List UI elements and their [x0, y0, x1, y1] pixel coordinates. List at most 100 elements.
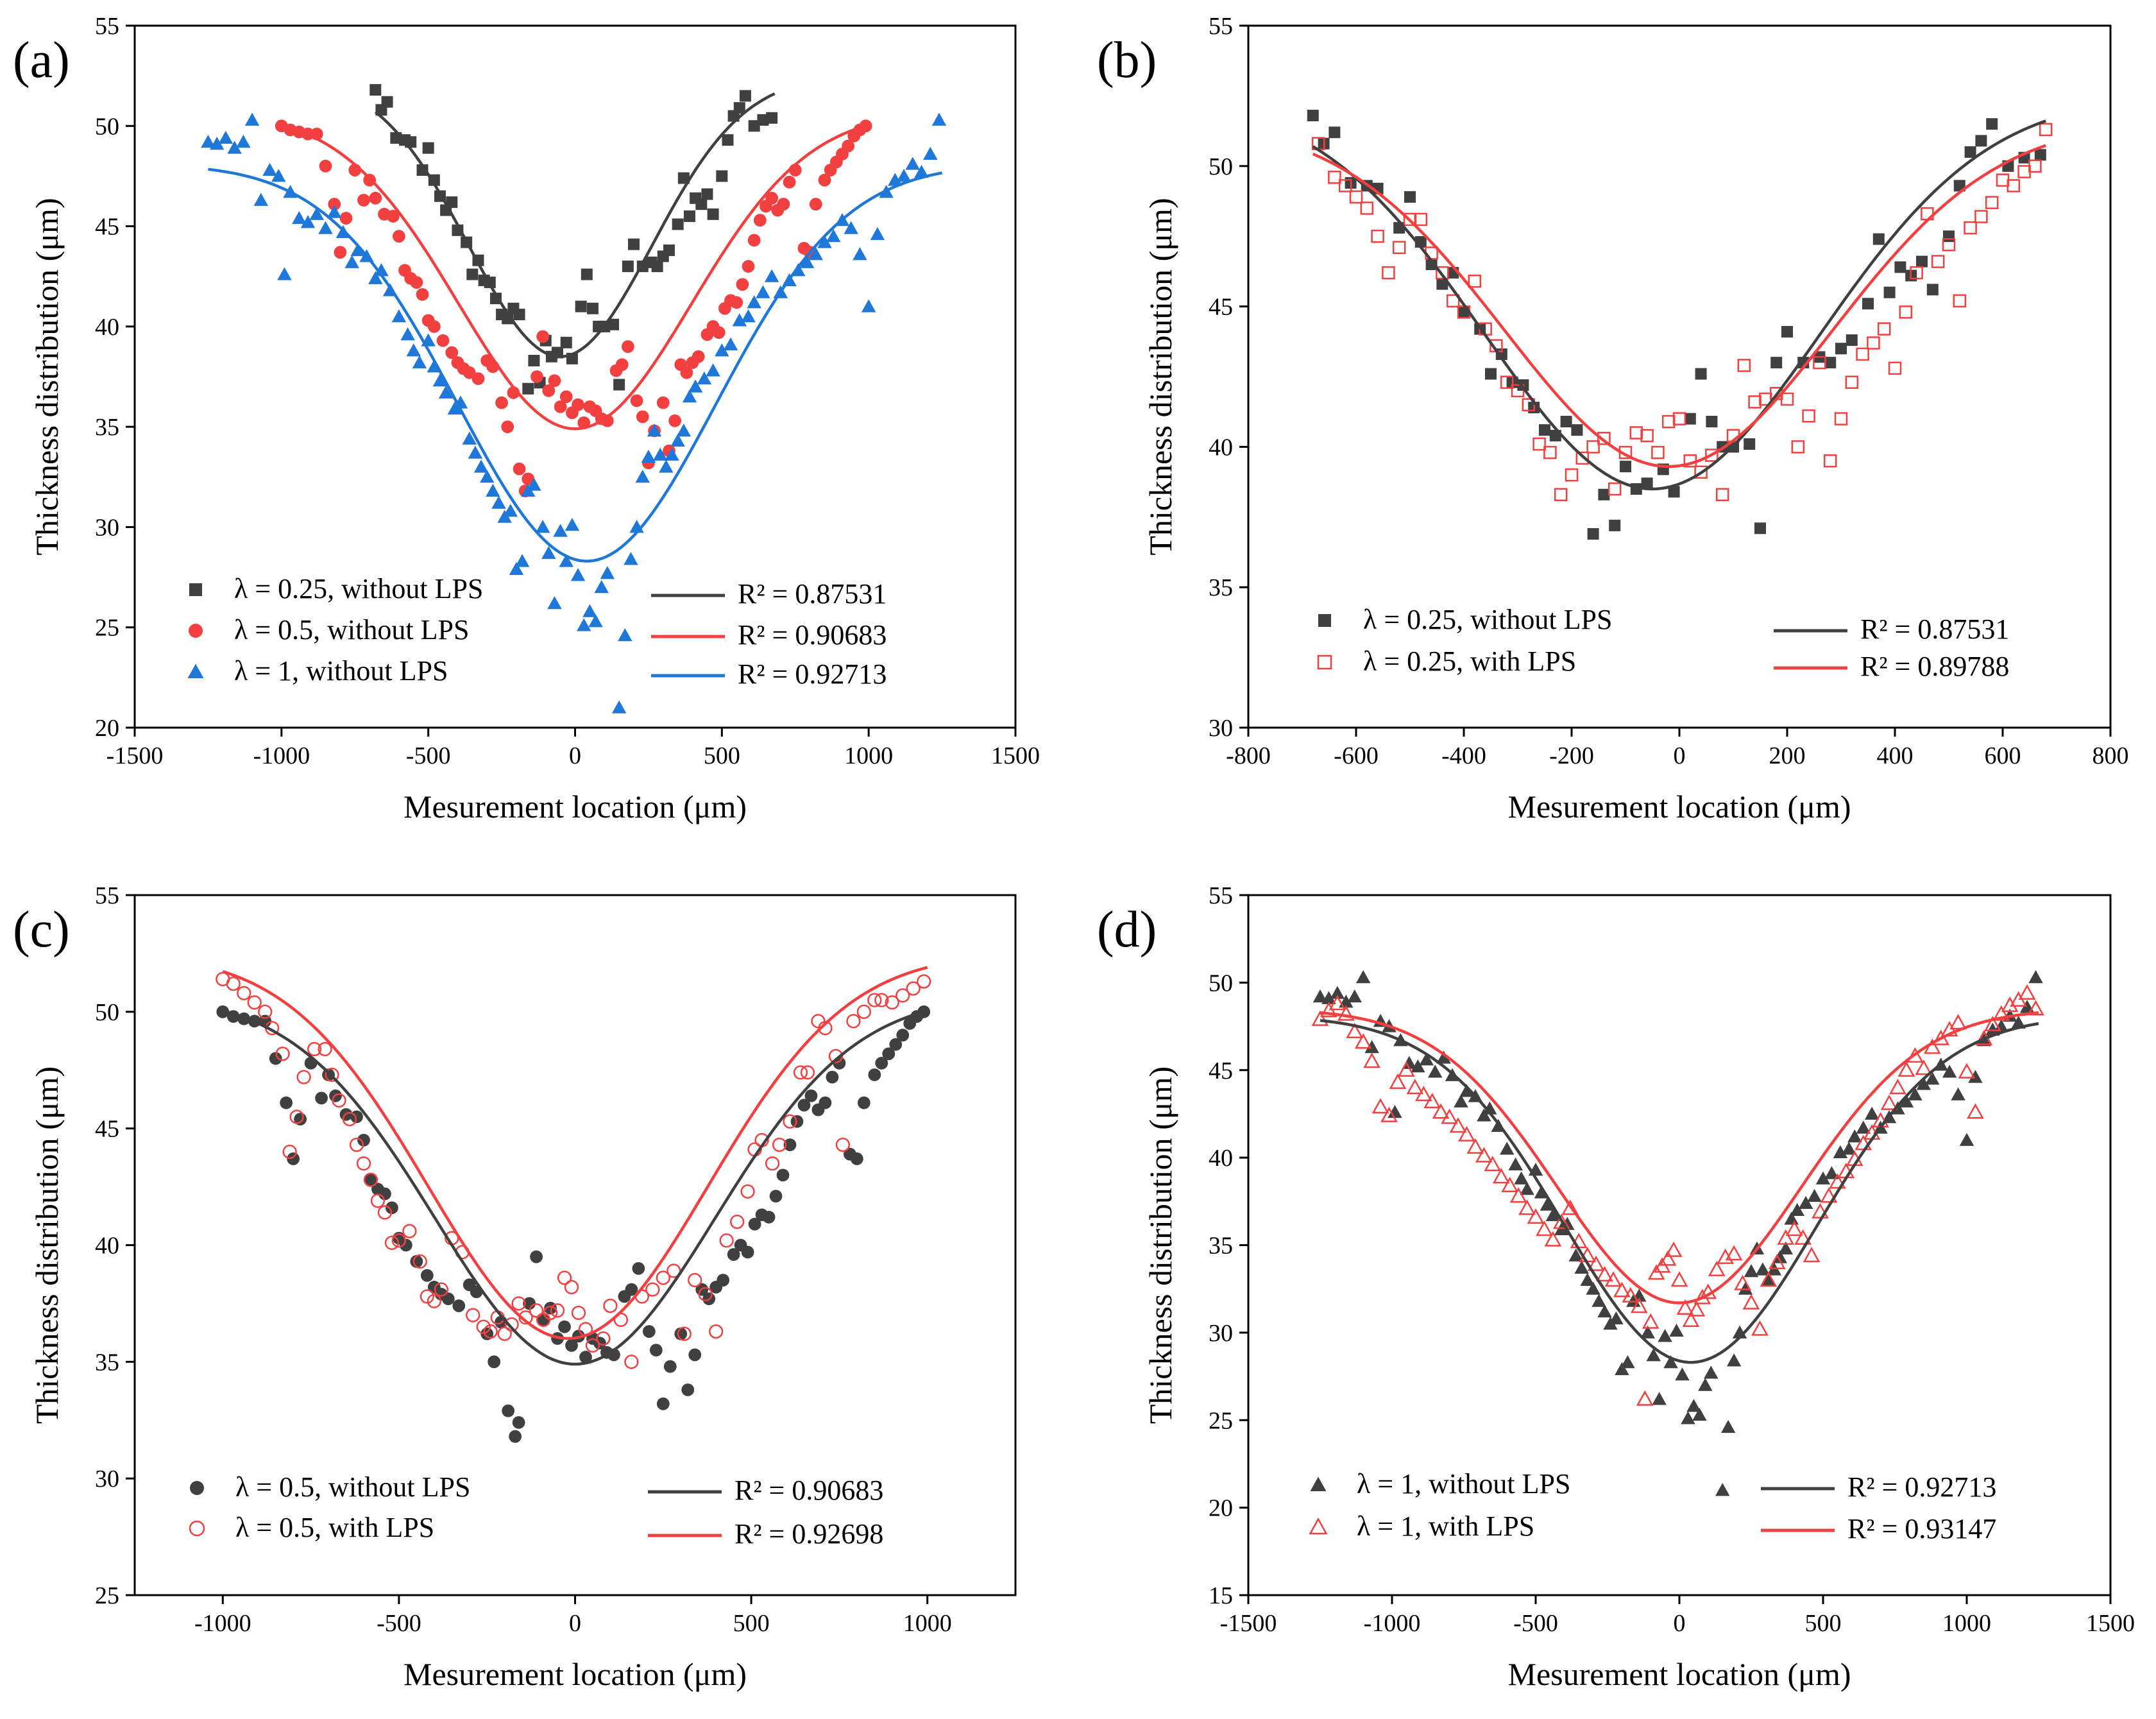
- data-point: [571, 1305, 586, 1321]
- x-tick-label: -500: [377, 1610, 421, 1637]
- data-point: [603, 1298, 618, 1313]
- data-point: [1824, 1166, 1839, 1179]
- data-point: [564, 1279, 579, 1295]
- data-point: [656, 1397, 670, 1410]
- data-point: [386, 210, 400, 223]
- data-point: [432, 373, 448, 387]
- data-point: [1676, 1299, 1694, 1315]
- legend-marker: [1309, 1517, 1328, 1535]
- data-point: [1466, 1138, 1484, 1154]
- data-point: [856, 1004, 871, 1019]
- r-squared-label: R² = 0.90683: [738, 619, 887, 651]
- data-point: [1414, 1086, 1432, 1102]
- x-tick-label: 600: [1985, 742, 2021, 769]
- data-point: [1485, 368, 1497, 380]
- fit-line-2: [1312, 144, 2046, 468]
- data-point: [2027, 1000, 2044, 1016]
- data-point: [1798, 1195, 1813, 1210]
- data-point: [1916, 1077, 1931, 1090]
- data-point: [1738, 1281, 1753, 1295]
- r-squared-label: R² = 0.92713: [738, 658, 887, 690]
- x-tick-label: 0: [569, 742, 581, 769]
- data-point: [853, 247, 867, 261]
- data-point: [1596, 1266, 1613, 1282]
- data-point: [536, 330, 550, 343]
- data-point: [1924, 1072, 1940, 1085]
- data-point: [1427, 1065, 1443, 1078]
- data-point: [656, 1270, 670, 1285]
- data-point: [906, 981, 921, 996]
- data-point: [896, 169, 912, 182]
- data-point: [502, 1404, 515, 1417]
- data-point: [400, 327, 415, 341]
- data-point: [707, 208, 719, 220]
- data-point: [1661, 415, 1676, 429]
- data-point: [501, 420, 514, 434]
- data-point: [1959, 1133, 1974, 1146]
- data-point: [1592, 1294, 1606, 1307]
- data-point: [624, 552, 638, 565]
- data-point: [1587, 528, 1599, 540]
- data-point: [1419, 1052, 1434, 1066]
- data-point: [663, 244, 675, 257]
- data-point: [888, 173, 903, 186]
- y-tick-label: 50: [1209, 970, 1233, 996]
- x-tick-label: 1500: [991, 742, 1040, 769]
- data-point: [1536, 1220, 1553, 1236]
- series-2: [275, 119, 872, 498]
- data-point: [535, 520, 550, 533]
- data-point: [1642, 1313, 1659, 1329]
- data-point: [870, 227, 885, 241]
- y-tick-label: 55: [1209, 882, 1233, 909]
- data-point: [1518, 1199, 1536, 1215]
- data-point: [719, 1233, 734, 1248]
- data-point: [1411, 1059, 1425, 1073]
- data-point: [420, 1269, 434, 1282]
- data-point: [1586, 440, 1600, 454]
- data-point: [1967, 1103, 1984, 1119]
- data-point: [309, 207, 325, 220]
- data-point: [1311, 1010, 1329, 1026]
- data-point: [636, 410, 649, 423]
- legend-label: λ = 1, without LPS: [1357, 1468, 1570, 1500]
- data-point: [342, 1111, 357, 1127]
- y-axis-label: Thickness distribution (μm): [1142, 1066, 1178, 1424]
- data-point: [1883, 286, 1896, 298]
- data-point: [364, 1173, 377, 1186]
- data-point: [1807, 1188, 1822, 1202]
- x-axis-label: Mesurement location (μm): [1508, 1656, 1851, 1692]
- data-point: [393, 230, 405, 243]
- data-point: [2034, 149, 2046, 161]
- data-point: [357, 194, 370, 207]
- data-point: [1751, 1320, 1769, 1336]
- data-point: [1780, 392, 1794, 406]
- y-tick-label: 20: [1209, 1495, 1233, 1522]
- data-point: [722, 134, 734, 146]
- data-point: [1949, 1014, 1967, 1030]
- x-axis-label: Mesurement location (μm): [403, 789, 747, 825]
- data-point: [1449, 1117, 1467, 1133]
- data-point: [1675, 1367, 1690, 1381]
- data-point: [799, 255, 815, 268]
- data-point: [715, 343, 729, 357]
- data-point: [1856, 347, 1869, 361]
- data-point: [1346, 1022, 1364, 1038]
- data-point: [1454, 1094, 1468, 1108]
- data-point: [1785, 1220, 1803, 1236]
- data-point: [1994, 1019, 2009, 1032]
- data-point: [466, 1308, 480, 1322]
- data-point: [1371, 1098, 1389, 1114]
- data-point: [1748, 395, 1761, 409]
- legend-label: λ = 0.25, without LPS: [234, 573, 483, 604]
- y-tick-label: 45: [1209, 1057, 1233, 1084]
- data-point: [479, 470, 495, 483]
- data-point: [292, 210, 307, 225]
- data-point: [1899, 305, 1913, 319]
- x-tick-label: 1000: [903, 1610, 952, 1637]
- data-point: [339, 212, 353, 225]
- data-point: [607, 318, 619, 330]
- data-point: [600, 566, 615, 579]
- r-squared-label: R² = 0.87531: [1860, 613, 2009, 645]
- data-point: [1459, 1084, 1474, 1097]
- data-point: [434, 1282, 448, 1297]
